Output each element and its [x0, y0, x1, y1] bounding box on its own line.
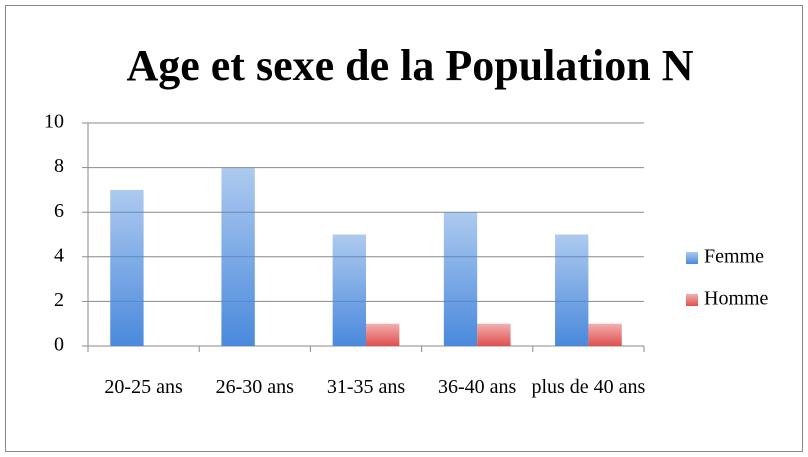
legend-label: Homme [704, 288, 769, 310]
bar [221, 167, 255, 346]
bar [443, 212, 478, 346]
y-tick-label: 8 [54, 155, 64, 177]
bar [332, 234, 366, 346]
y-tick-label: 10 [44, 111, 64, 133]
legend-swatch [686, 294, 698, 306]
x-tick-label: 36-40 ans [438, 376, 517, 398]
bar [477, 323, 511, 346]
x-tick-label: plus de 40 ans [531, 376, 646, 398]
y-tick-label: 0 [54, 334, 64, 356]
bar [366, 323, 400, 346]
bar [588, 323, 622, 346]
x-tick-label: 26-30 ans [215, 376, 294, 398]
x-tick-label: 31-35 ans [326, 376, 406, 398]
legend-label: Femme [704, 246, 764, 268]
y-tick-label: 2 [54, 289, 64, 311]
y-tick-label: 6 [54, 200, 64, 222]
chart-title: Age et sexe de la Population N [126, 41, 693, 90]
x-tick-label: 20-25 ans [104, 376, 183, 398]
bar [110, 189, 144, 346]
bar [555, 234, 589, 346]
legend-swatch [686, 252, 698, 264]
y-tick-label: 4 [54, 244, 64, 266]
